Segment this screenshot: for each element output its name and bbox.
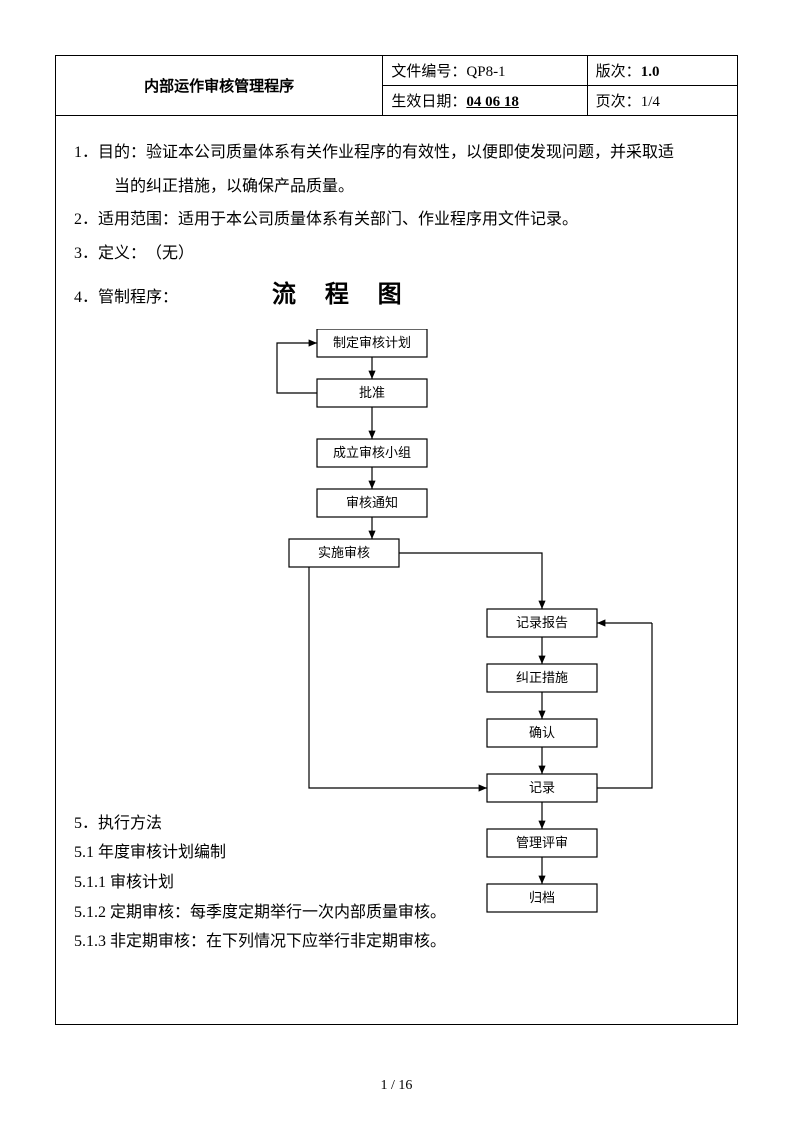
item-5: 5．执行方法 [74,809,719,839]
svg-text:成立审核小组: 成立审核小组 [332,445,410,460]
footer-page: 1 / 16 [0,1078,793,1094]
doc-no-label: 文件编号： [391,64,466,80]
doc-no-value: QP8-1 [466,64,505,80]
item-4: 4．管制程序： [74,289,178,306]
svg-text:记录报告: 记录报告 [515,615,567,630]
item-5-1-3: 5.1.3 非定期审核：在下列情况下应举行非定期审核。 [74,927,719,957]
svg-text:记录: 记录 [528,780,554,795]
item-1-line1: 1．目的：验证本公司质量体系有关作业程序的有效性，以便即使发现问题，并采取适 [74,136,719,170]
item-5-1-2: 5.1.2 定期审核：每季度定期举行一次内部质量审核。 [74,898,719,928]
header-table: 内部运作审核管理程序 文件编号：QP8-1 版次：1.0 生效日期：04 06 … [56,56,737,116]
page-label: 页次： [596,94,641,110]
page-cell: 页次：1/4 [587,86,737,116]
item-5-1-1: 5.1.1 审核计划 [74,868,719,898]
svg-text:归档: 归档 [528,890,554,905]
item-5-1: 5.1 年度审核计划编制 [74,838,719,868]
svg-text:纠正措施: 纠正措施 [515,670,567,685]
doc-title: 内部运作审核管理程序 [56,56,383,116]
page-border: 内部运作审核管理程序 文件编号：QP8-1 版次：1.0 生效日期：04 06 … [55,55,738,1025]
svg-text:实施审核: 实施审核 [317,545,369,560]
date-label: 生效日期： [391,94,466,110]
doc-no-cell: 文件编号：QP8-1 [383,56,587,86]
content-area: 1．目的：验证本公司质量体系有关作业程序的有效性，以便即使发现问题，并采取适 当… [56,116,737,967]
svg-text:审核通知: 审核通知 [345,495,397,510]
version-value: 1.0 [641,64,660,80]
svg-text:批准: 批准 [358,385,384,400]
flow-title: 流程图 [272,270,430,320]
date-cell: 生效日期：04 06 18 [383,86,587,116]
item-2: 2．适用范围：适用于本公司质量体系有关部门、作业程序用文件记录。 [74,203,719,237]
svg-text:管理评审: 管理评审 [515,835,567,850]
date-value: 04 06 18 [466,94,519,110]
svg-text:制定审核计划: 制定审核计划 [332,335,410,350]
item-4-row: 4．管制程序： 流程图 [74,270,719,320]
item-1-line2: 当的纠正措施，以确保产品质量。 [74,170,719,204]
version-label: 版次： [596,64,641,80]
version-cell: 版次：1.0 [587,56,737,86]
page-value: 1/4 [641,94,660,110]
svg-text:确认: 确认 [528,725,554,740]
item-3: 3．定义： （无） [74,237,719,271]
